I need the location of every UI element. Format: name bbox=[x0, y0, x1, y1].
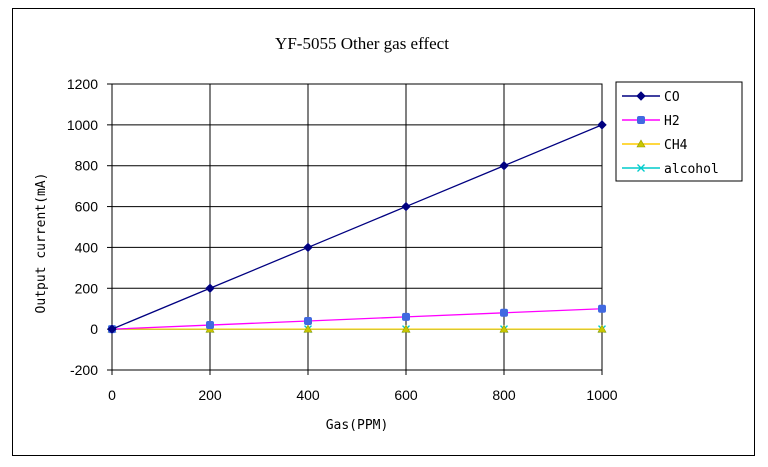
data-point-h2 bbox=[304, 316, 312, 325]
data-point-h2 bbox=[500, 308, 508, 317]
legend-label: CO bbox=[664, 90, 680, 105]
legend: CO H2 CH4 alcohol bbox=[615, 81, 743, 182]
y-tick-label: 800 bbox=[75, 158, 99, 174]
series-line-h2 bbox=[111, 308, 603, 330]
legend-item-co: CO bbox=[622, 90, 680, 105]
x-tick-labels: 0 200 400 600 800 1000 bbox=[108, 387, 618, 403]
series-group bbox=[107, 120, 607, 334]
legend-box bbox=[615, 81, 743, 182]
y-tick-label: -200 bbox=[70, 362, 98, 378]
legend-label: H2 bbox=[664, 114, 680, 129]
y-tick-label: 200 bbox=[75, 280, 99, 296]
grid-lines bbox=[107, 83, 603, 375]
data-point-h2 bbox=[402, 312, 410, 321]
data-point-ch4 bbox=[303, 324, 313, 333]
x-tick-label: 800 bbox=[492, 387, 516, 403]
legend-label: CH4 bbox=[664, 138, 688, 153]
legend-marker bbox=[636, 139, 646, 148]
legend-item-ch4: CH4 bbox=[622, 138, 688, 153]
legend-marker bbox=[636, 91, 646, 101]
data-point-h2 bbox=[598, 304, 606, 313]
legend-marker bbox=[637, 164, 645, 172]
x-tick-label: 600 bbox=[394, 387, 418, 403]
y-tick-labels: -200 0 200 400 600 800 1000 1200 bbox=[67, 76, 98, 378]
legend-item-alcohol: alcohol bbox=[622, 162, 719, 177]
x-tick-label: 400 bbox=[296, 387, 320, 403]
data-point-co bbox=[107, 324, 117, 334]
data-point-co bbox=[499, 161, 509, 171]
data-point-co bbox=[303, 242, 313, 253]
y-tick-label: 0 bbox=[90, 321, 98, 337]
chart-title: YF-5055 Other gas effect bbox=[275, 34, 449, 53]
data-point-co bbox=[401, 201, 411, 212]
legend-marker bbox=[637, 116, 645, 124]
x-tick-label: 0 bbox=[108, 387, 116, 403]
series-line-co bbox=[111, 124, 603, 330]
y-tick-label: 1000 bbox=[67, 117, 98, 133]
data-point-ch4 bbox=[597, 324, 607, 333]
y-tick-label: 1200 bbox=[67, 76, 98, 92]
data-point-co bbox=[597, 120, 607, 130]
data-point-h2 bbox=[206, 321, 214, 330]
data-point-co bbox=[205, 283, 215, 293]
x-axis-label: Gas(PPM) bbox=[326, 418, 389, 433]
y-tick-label: 600 bbox=[75, 199, 99, 215]
data-point-ch4 bbox=[401, 324, 411, 333]
legend-item-h2: H2 bbox=[622, 114, 680, 129]
y-tick-label: 400 bbox=[75, 239, 99, 255]
legend-label: alcohol bbox=[664, 162, 719, 177]
x-tick-label: 200 bbox=[198, 387, 222, 403]
marker-stroke bbox=[637, 164, 645, 172]
x-tick-label: 1000 bbox=[586, 387, 617, 403]
y-axis-label: Output current(mA) bbox=[34, 173, 49, 314]
data-point-ch4 bbox=[499, 324, 509, 333]
